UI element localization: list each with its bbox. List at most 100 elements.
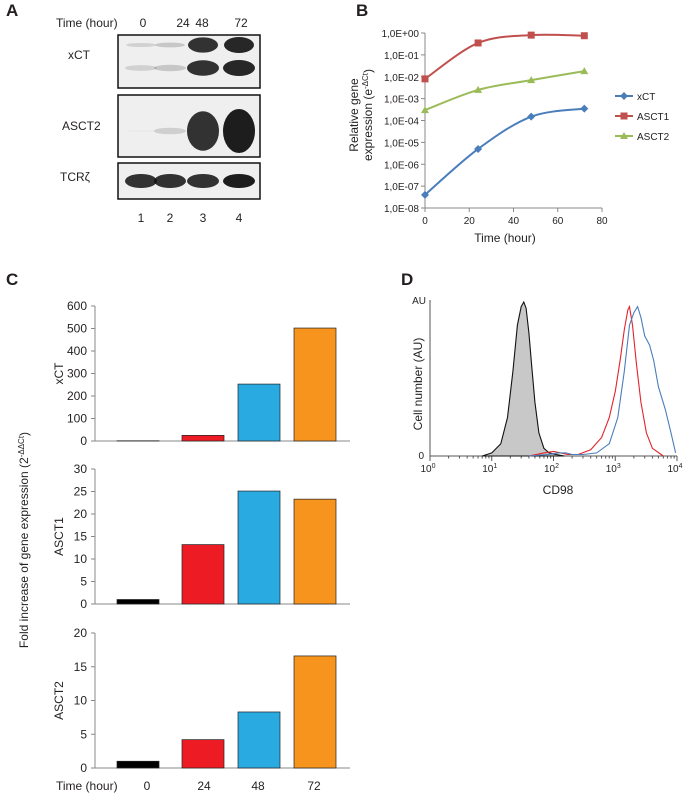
time-48-label: 48 [195,16,209,30]
western-blots [117,34,261,200]
b-ylabel-line2: expression (e-ΔCt) [361,69,375,161]
time-0-label: 0 [140,16,147,30]
c-ytick-label: 100 [67,412,87,426]
b-ytick-label: 1,0E-03 [384,95,419,106]
c-ytick-label: 15 [74,530,88,544]
d-histogram-isotype [482,300,565,457]
legend-marker-asct2 [620,132,628,139]
blot-band [125,65,157,71]
d-xtick-label: 101 [482,463,497,475]
c-category-label-0: 0 [144,779,151,793]
blot-band [125,174,157,188]
b-point-asct1 [580,32,588,40]
blot-band [125,130,157,132]
b-point-xct [527,112,536,121]
b-ytick-label: 1,0E-05 [384,138,419,149]
b-xtick-label: 60 [552,216,564,227]
d-xlabel: CD98 [543,483,574,497]
c-ytick-label: 10 [74,552,88,566]
panel-d: D Cell number (AU) CD98 0 AU 100 101 102 103 1… [401,270,683,497]
lane-3-label: 3 [200,211,207,225]
b-point-xct [421,190,429,199]
blot-band [187,111,219,151]
legend-marker-asct1 [620,112,628,120]
panel-a: A Time (hour) 0 24 48 72 xCT ASCT2 TCRζ … [6,1,261,225]
d-xtick-label: 102 [544,463,559,475]
c-category-label-48: 48 [251,779,265,793]
b-series-line-xct [424,107,585,196]
c-ytick-label: 25 [74,485,88,499]
panel-a-letter: A [6,1,18,20]
b-point-asct2 [527,76,536,84]
c-ytick-label: 20 [74,626,88,640]
c-bar-asct1-72 [293,498,337,605]
c-ytick-label: 20 [74,507,88,521]
c-ytick-label: 30 [74,462,88,476]
legend-label-asct1: ASCT1 [637,112,670,123]
c-ytick-label: 400 [67,344,87,358]
b-point-asct1 [527,31,535,39]
blot-band [154,174,186,188]
b-xtick-label: 40 [508,216,520,227]
b-ytick-label: 1,0E-04 [384,117,419,128]
c-bar-xct-72 [293,327,337,442]
b-point-asct1 [474,39,482,47]
b-ytick-label: 1,0E-08 [384,204,419,215]
c-bar-asct1-48 [237,490,281,605]
blot-label-asct2: ASCT2 [62,119,101,133]
b-ytick-label: 1,0E-02 [384,73,419,84]
time-label-a: Time (hour) [56,16,118,30]
time-72-label: 72 [234,16,248,30]
b-xtick-label: 80 [596,216,608,227]
b-ytick-label: 1,0E-07 [384,182,419,193]
c-ytick-label: 500 [67,322,87,336]
lane-1-label: 1 [138,211,145,225]
chart-c: 0100200300400500600xCT051015202530ASCT10… [52,299,350,793]
c-subplot-label-asct2: ASCT2 [52,681,66,720]
d-histogram-72h-blue [528,305,677,457]
b-xtick-label: 20 [464,216,476,227]
d-ytick-label-top: AU [412,296,426,307]
c-ylabel: Fold increase of gene expression (2-ΔΔCt… [17,432,31,648]
legend-label-xct: xCT [637,92,655,103]
b-ylabel-line1: Relative gene [347,78,361,152]
c-bar-xct-24 [181,435,225,442]
panel-c-letter: C [6,270,18,289]
b-point-xct [580,104,589,113]
b-point-asct2 [474,85,483,93]
d-xtick-label: 100 [420,463,435,475]
c-ytick-label: 5 [80,727,87,741]
panel-d-letter: D [401,270,413,289]
b-ytick-label: 1,0E-01 [384,51,419,62]
blot-band [154,64,186,72]
b-ytick-label: 1,0E-06 [384,160,419,171]
d-ytick-label-zero: 0 [418,451,424,462]
b-ytick-label: 1,0E+00 [381,29,419,40]
b-series-line-asct2 [424,70,585,111]
c-ytick-label: 10 [74,694,88,708]
time-24-label: 24 [176,16,190,30]
blot-label-tcrz: TCRζ [60,170,91,184]
blot-label-xct: xCT [68,48,91,62]
c-ytick-label: 200 [67,389,87,403]
c-xlabel: Time (hour) [56,779,118,793]
panel-c: C Fold increase of gene expression (2-ΔΔ… [6,270,350,793]
blot-band [187,174,219,188]
c-bar-asct2-72 [293,655,337,769]
b-point-asct1 [421,75,429,83]
c-bar-asct2-0 [116,760,160,769]
b-point-asct2 [580,67,589,75]
c-bar-asct1-0 [116,599,160,605]
lane-4-label: 4 [236,211,243,225]
c-ytick-label: 15 [74,660,88,674]
c-bar-asct2-48 [237,711,281,769]
c-ytick-label: 0 [80,761,87,775]
chart-b: 1,0E-08 1,0E-07 1,0E-06 1,0E-05 1,0E-04 1,0E-… [381,29,608,227]
blot-band [188,37,218,53]
b-point-asct2 [421,106,429,114]
blot-band [126,42,156,48]
c-subplot-label-asct1: ASCT1 [52,517,66,556]
c-category-label-72: 72 [307,779,321,793]
c-ytick-label: 600 [67,299,87,313]
blot-band [187,60,219,76]
